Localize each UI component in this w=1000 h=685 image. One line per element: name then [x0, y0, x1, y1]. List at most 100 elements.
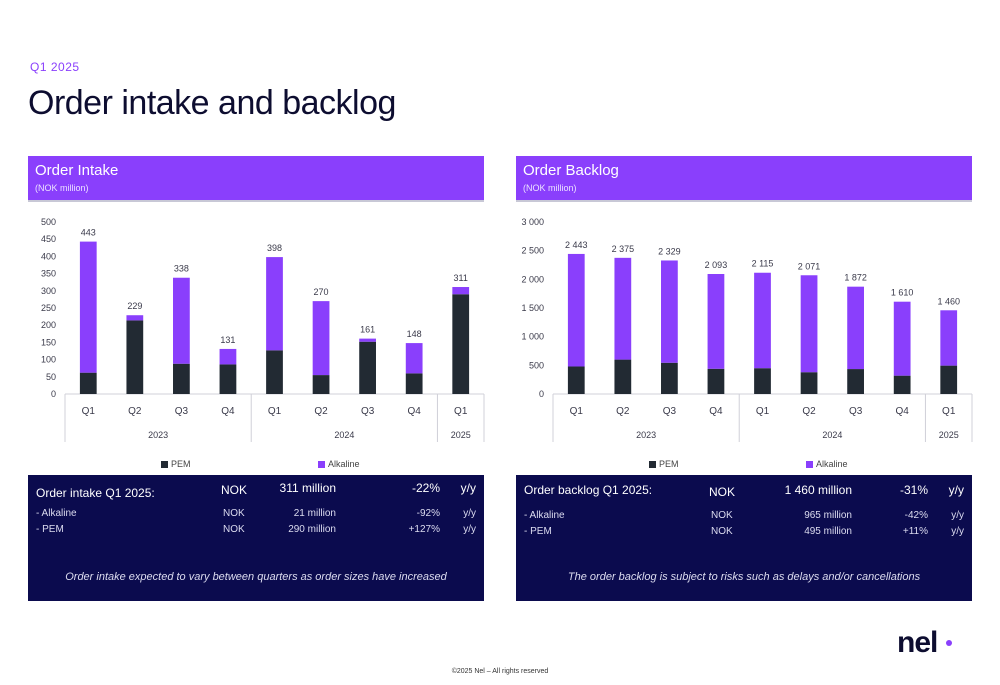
- row-currency: NOK: [223, 508, 245, 519]
- bar-total-label: 131: [220, 335, 235, 345]
- summary-yy: y/y: [460, 481, 476, 495]
- legend-swatch-pem: [649, 460, 656, 468]
- order-intake-summary: Order intake Q1 2025: NOK 311 million -2…: [28, 475, 484, 601]
- bar-pem-8: [405, 373, 423, 394]
- summary-amount: 1 460 million: [784, 483, 852, 497]
- y-tick-label: 500: [529, 360, 544, 370]
- bar-alkaline-4: [707, 274, 725, 369]
- bar-total-label: 2 443: [565, 240, 588, 250]
- x-tick-label: Q1: [942, 406, 956, 417]
- row-change: -42%: [904, 510, 928, 521]
- row-amount: 21 million: [293, 508, 336, 519]
- row-change: +127%: [408, 524, 440, 535]
- bar-pem-1: [567, 366, 585, 394]
- footer-copyright: ©2025 Nel – All rights reserved: [451, 668, 549, 675]
- summary-change: -22%: [411, 481, 440, 495]
- x-tick-label: Q4: [709, 406, 723, 417]
- row-label: - Alkaline: [36, 508, 77, 519]
- y-tick-label: 500: [41, 217, 56, 227]
- summary-row-alkaline: - Alkaline NOK 965 million -42% y/y: [516, 510, 972, 526]
- summary-amount: 311 million: [279, 481, 336, 495]
- bar-alkaline-3: [173, 277, 190, 364]
- x-tick-label: Q2: [802, 406, 816, 417]
- summary-row-alkaline: - Alkaline NOK 21 million -92% y/y: [28, 508, 484, 524]
- group-label: 2023: [636, 430, 656, 440]
- x-tick-label: Q1: [756, 406, 770, 417]
- group-label: 2025: [939, 430, 959, 440]
- summary-change: -31%: [899, 483, 928, 497]
- y-tick-label: 1 000: [521, 332, 544, 342]
- order-backlog-summary: Order backlog Q1 2025: NOK 1 460 million…: [516, 475, 972, 601]
- summary-yy: y/y: [948, 483, 964, 497]
- bar-alkaline-2: [614, 257, 632, 360]
- y-tick-label: 1 500: [521, 303, 544, 313]
- order-backlog-header: Order Backlog (NOK million): [516, 156, 972, 202]
- x-tick-label: Q2: [314, 406, 328, 417]
- row-label: - PEM: [524, 526, 552, 537]
- bar-pem-1: [79, 372, 97, 394]
- row-label: - Alkaline: [524, 510, 565, 521]
- legend-swatch-alkaline: [318, 460, 325, 468]
- bar-total-label: 229: [127, 301, 142, 311]
- bar-pem-7: [359, 341, 376, 394]
- bar-pem-6: [800, 372, 818, 394]
- y-tick-label: 2 500: [521, 246, 544, 256]
- legend-item-pem: PEM: [649, 459, 679, 469]
- row-currency: NOK: [711, 510, 733, 521]
- y-tick-label: 450: [41, 234, 56, 244]
- bar-alkaline-2: [126, 315, 144, 321]
- x-tick-label: Q1: [454, 406, 468, 417]
- bar-pem-2: [126, 320, 144, 394]
- x-tick-label: Q3: [663, 406, 677, 417]
- x-tick-label: Q4: [407, 406, 421, 417]
- nel-logo: nel: [897, 626, 938, 659]
- row-amount: 495 million: [804, 526, 852, 537]
- legend-item-pem: PEM: [161, 459, 191, 469]
- legend-label-pem: PEM: [659, 459, 679, 469]
- row-label: - PEM: [36, 524, 64, 535]
- bar-total-label: 398: [267, 243, 282, 253]
- bar-alkaline-3: [661, 260, 678, 363]
- summary-currency: NOK: [709, 485, 736, 499]
- order-intake-title: Order Intake: [35, 162, 119, 179]
- bar-total-label: 2 375: [612, 244, 635, 254]
- row-amount: 290 million: [288, 524, 336, 535]
- y-tick-label: 0: [51, 389, 56, 399]
- x-tick-label: Q3: [849, 406, 863, 417]
- order-backlog-title: Order Backlog: [523, 162, 619, 179]
- group-label: 2023: [148, 430, 168, 440]
- bar-alkaline-4: [219, 348, 237, 365]
- bar-alkaline-9: [452, 287, 470, 295]
- row-change: +11%: [902, 526, 928, 537]
- y-tick-label: 100: [41, 355, 56, 365]
- summary-currency: NOK: [221, 483, 248, 497]
- y-tick-label: 3 000: [521, 217, 544, 227]
- bar-alkaline-5: [754, 272, 771, 369]
- bar-pem-5: [266, 350, 283, 394]
- row-amount: 965 million: [804, 510, 852, 521]
- x-tick-label: Q4: [221, 406, 235, 417]
- bar-total-label: 338: [174, 264, 189, 274]
- bar-alkaline-5: [266, 257, 283, 351]
- order-backlog-chart: 0 500 1 000 1 500 2 000 2 500 3 000 2 443 Q1 2 37…: [521, 217, 973, 442]
- bar-total-label: 161: [360, 325, 375, 335]
- bar-total-label: 1 610: [891, 288, 914, 298]
- legend-swatch-pem: [161, 460, 168, 468]
- bar-total-label: 148: [407, 329, 422, 339]
- y-tick-label: 250: [41, 303, 56, 313]
- x-tick-label: Q4: [895, 406, 909, 417]
- row-yy: y/y: [951, 510, 964, 521]
- order-backlog-subtitle: (NOK million): [523, 183, 577, 193]
- y-tick-label: 300: [41, 286, 56, 296]
- bar-alkaline-1: [79, 241, 97, 373]
- bar-alkaline-7: [359, 338, 376, 342]
- bar-alkaline-9: [940, 310, 958, 366]
- row-currency: NOK: [223, 524, 245, 535]
- y-tick-label: 0: [539, 389, 544, 399]
- group-label: 2024: [334, 430, 354, 440]
- x-tick-label: Q3: [361, 406, 375, 417]
- legend-item-alkaline: Alkaline: [318, 459, 360, 469]
- legend-item-alkaline: Alkaline: [806, 459, 848, 469]
- row-currency: NOK: [711, 526, 733, 537]
- bar-pem-6: [312, 375, 330, 394]
